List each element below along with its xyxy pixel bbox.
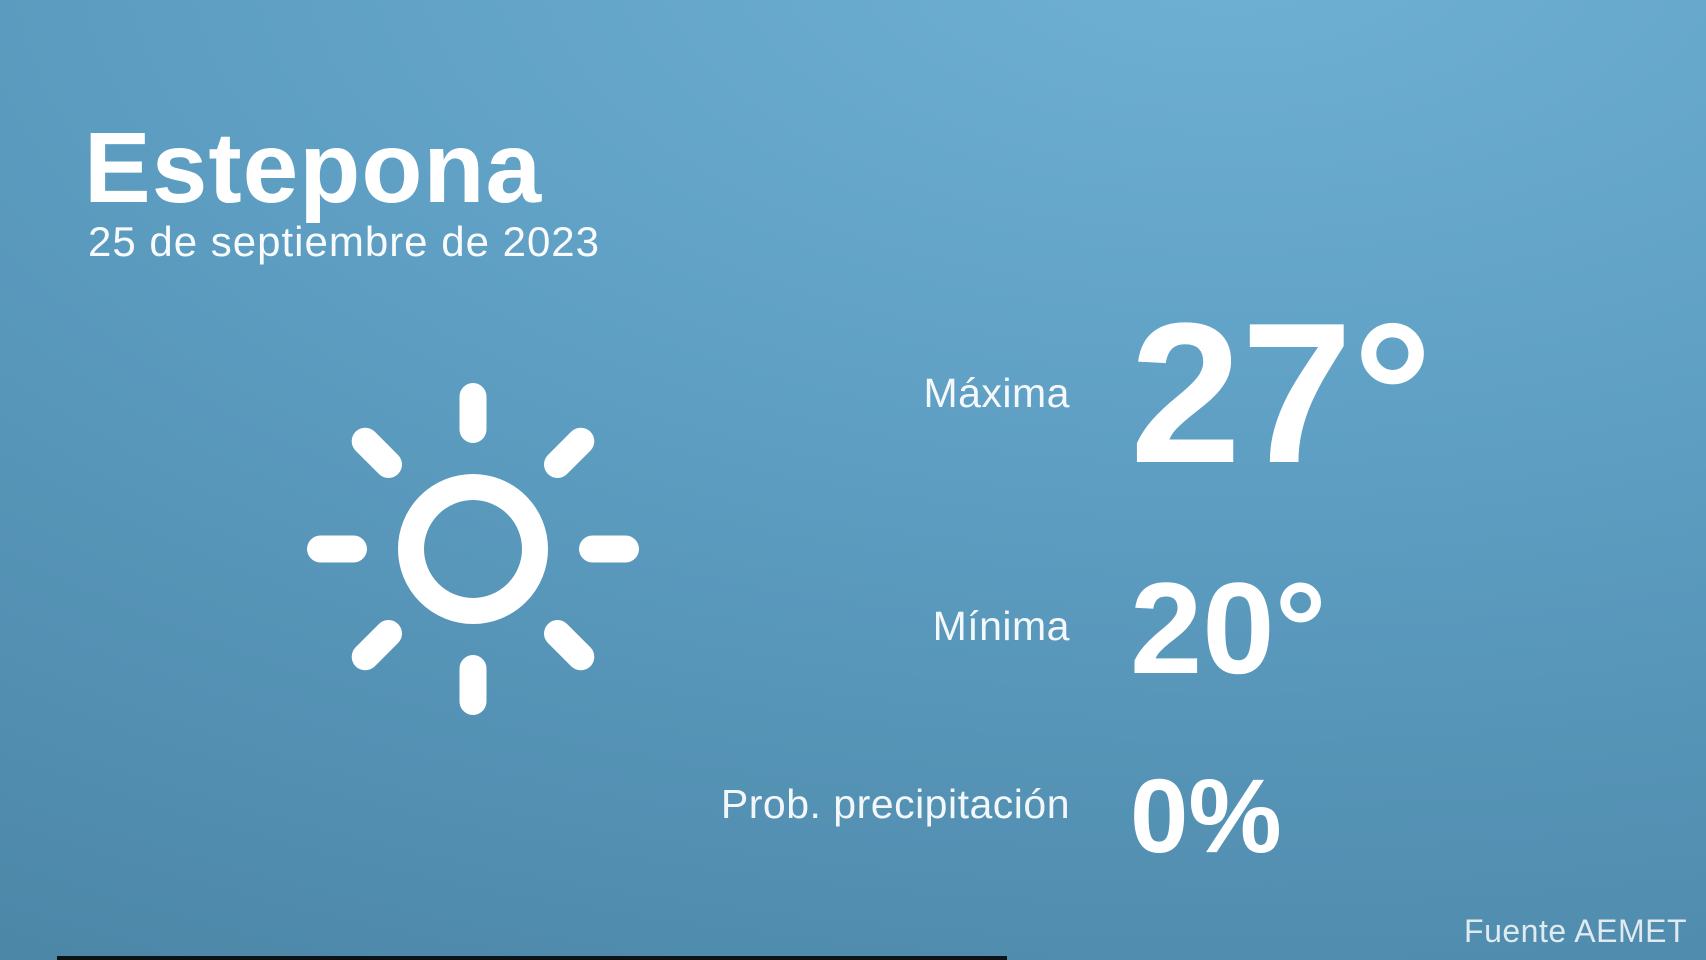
precipitation-probability-label: Prob. precipitación	[720, 781, 1070, 827]
forecast-date: 25 de septiembre de 2023	[88, 218, 601, 265]
max-temp-value: 27°	[1130, 282, 1433, 505]
data-source-credit: Fuente AEMET	[1464, 913, 1687, 949]
bottom-progress-bar	[57, 956, 1007, 960]
max-temp-label: Máxima	[923, 370, 1070, 416]
min-temp-label: Mínima	[932, 603, 1070, 649]
location-title: Estepona	[84, 112, 543, 224]
sun-icon	[303, 379, 643, 719]
precipitation-probability-value: 0%	[1130, 758, 1282, 875]
min-temp-value: 20°	[1130, 555, 1327, 701]
